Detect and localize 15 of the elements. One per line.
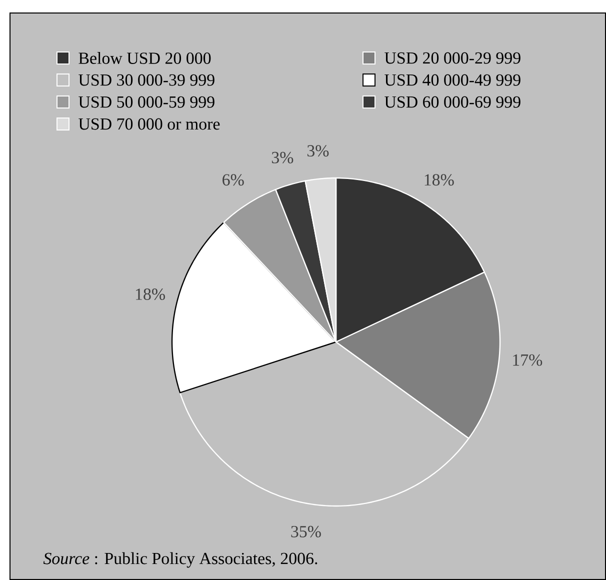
legend-label: USD 50 000-59 999 <box>78 96 214 108</box>
legend-label: Below USD 20 000 <box>78 52 211 64</box>
data-label: 3% <box>307 145 329 157</box>
data-label: 6% <box>222 174 244 186</box>
legend-label: USD 40 000-49 999 <box>384 74 520 86</box>
text: Source : Public Policy Associates, 2006. <box>43 552 318 568</box>
data-label: 18% <box>136 288 165 300</box>
data-label: 3% <box>272 152 294 164</box>
legend-label: USD 60 000-69 999 <box>384 96 520 108</box>
legend-label: USD 20 000-29 999 <box>384 52 520 64</box>
data-label: 18% <box>424 174 454 186</box>
legend-label: USD 70 000 or more <box>78 118 220 130</box>
data-label: 35% <box>291 526 321 538</box>
legend-label: USD 30 000-39 999 <box>78 74 214 86</box>
data-label: 17% <box>513 354 542 366</box>
